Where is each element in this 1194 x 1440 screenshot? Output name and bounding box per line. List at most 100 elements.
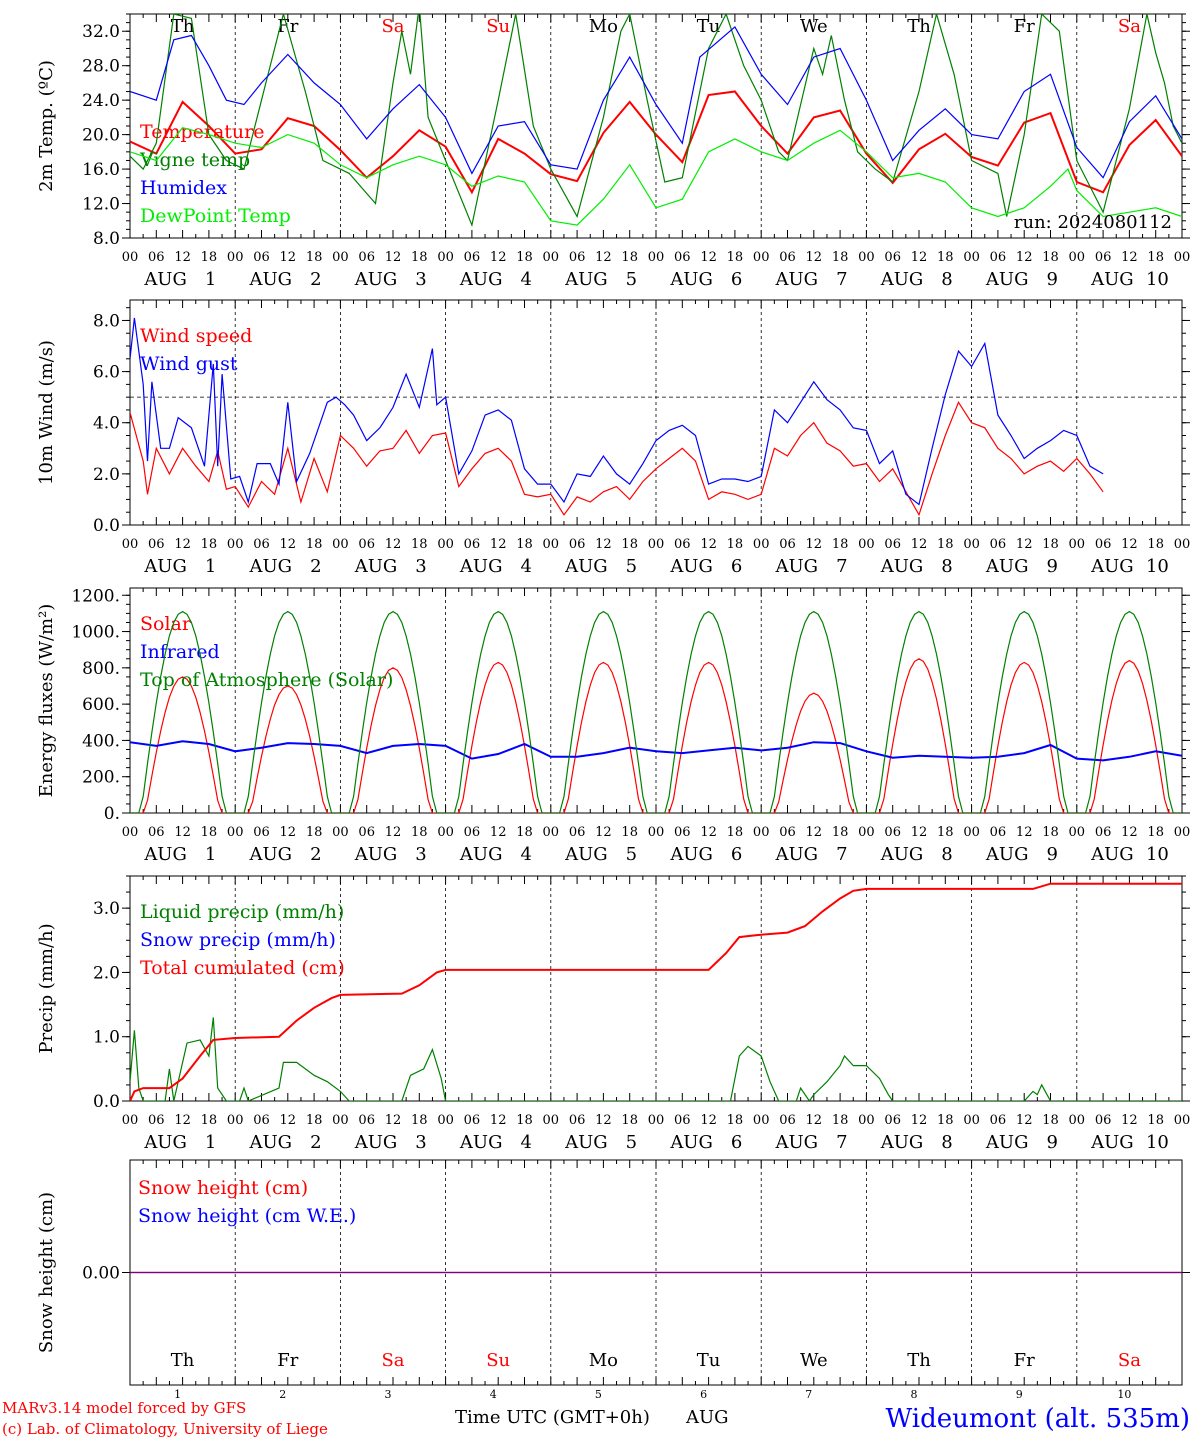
hour-label: 18 [306, 250, 323, 265]
hour-label: 00 [227, 1113, 244, 1128]
hour-label: 18 [1147, 537, 1164, 552]
hour-label: 06 [674, 250, 691, 265]
hour-label: 00 [1069, 1113, 1086, 1128]
day-number-label: 5 [626, 556, 637, 577]
hour-label: 06 [1095, 1113, 1112, 1128]
day-name: Tu [697, 16, 721, 37]
day-month-label: AUG [564, 556, 608, 577]
hour-label: 18 [832, 537, 849, 552]
hour-label: 06 [569, 825, 586, 840]
day-number-bottom: 10 [1117, 1388, 1131, 1401]
day-month-label: AUG [880, 844, 924, 865]
hour-label: 06 [148, 537, 165, 552]
hour-label: 06 [674, 1113, 691, 1128]
day-number-label: 5 [626, 844, 637, 865]
y-tick-label: 16.0 [82, 160, 120, 180]
day-month-label: AUG [985, 269, 1029, 290]
day-number-label: 9 [1046, 844, 1057, 865]
day-number-label: 5 [626, 1132, 637, 1153]
day-name-bottom: Th [171, 1350, 195, 1371]
hour-label: 12 [385, 825, 402, 840]
top-ticks [129, 876, 1183, 884]
y-tick-label: 2.0 [93, 465, 120, 485]
hour-label: 06 [358, 825, 375, 840]
hour-label: 12 [1121, 537, 1138, 552]
hour-label: 12 [385, 537, 402, 552]
hour-label: 18 [1147, 825, 1164, 840]
day-month-label: AUG [143, 844, 187, 865]
hour-label: 12 [1121, 1113, 1138, 1128]
legend-entry: Humidex [140, 177, 227, 199]
hour-label: 18 [411, 825, 428, 840]
y-tick-label: 24.0 [82, 91, 120, 111]
day-month-label: AUG [985, 1132, 1029, 1153]
hour-label: 00 [858, 825, 875, 840]
day-name: Fr [1014, 16, 1035, 37]
day-number-label: 4 [520, 844, 531, 865]
day-name-bottom: Mo [589, 1350, 618, 1371]
hour-label: 12 [595, 825, 612, 840]
bottom-ticks [129, 230, 1183, 238]
day-name-bottom: We [800, 1350, 828, 1371]
bottom-ticks [129, 1093, 1183, 1101]
hour-label: 00 [648, 825, 665, 840]
day-number-label: 7 [836, 269, 847, 290]
legend-entry: DewPoint Temp [140, 205, 291, 227]
day-name-bottom: Fr [277, 1350, 298, 1371]
day-name: Th [171, 16, 195, 37]
day-number-label: 7 [836, 1132, 847, 1153]
day-name: Fr [277, 16, 298, 37]
y-tick-label: 1000. [71, 623, 120, 643]
day-number-label: 3 [415, 1132, 426, 1153]
hour-label: 00 [1069, 537, 1086, 552]
hour-label: 06 [884, 825, 901, 840]
hour-label: 06 [464, 250, 481, 265]
day-number-label: 8 [941, 844, 952, 865]
hour-label: 12 [806, 250, 823, 265]
hour-label: 00 [122, 825, 139, 840]
day-month-label: AUG [1090, 1132, 1134, 1153]
hour-label: 06 [464, 1113, 481, 1128]
y-axis-label: Precip (mm/h) [36, 923, 57, 1053]
day-month-label: AUG [564, 1132, 608, 1153]
day-number-label: 3 [415, 269, 426, 290]
panel-5: 0.00 Snow height (cm) Th 1 Fr 2 Sa 3 Su 4 Mo 5 Tu 6 We… [36, 1159, 1190, 1401]
legend-entry: Snow precip (mm/h) [140, 929, 336, 951]
hour-label: 00 [963, 825, 980, 840]
day-month-label: AUG [775, 556, 819, 577]
hour-label: 06 [1095, 537, 1112, 552]
series-line-solar [130, 658, 1182, 813]
hour-label: 06 [674, 537, 691, 552]
day-number-label: 6 [731, 556, 742, 577]
legend-entry: Solar [140, 613, 192, 635]
hour-label: 12 [490, 537, 507, 552]
station-name: Wideumont (alt. 535m) [886, 1404, 1190, 1434]
y-tick-label: 600. [82, 695, 120, 715]
hour-label: 00 [1174, 825, 1191, 840]
day-number-label: 3 [415, 844, 426, 865]
hour-label: 06 [569, 1113, 586, 1128]
day-number-label: 8 [941, 269, 952, 290]
legend-entry: Liquid precip (mm/h) [140, 901, 344, 923]
day-number-bottom: 1 [174, 1388, 181, 1401]
legend-entry: Vigne temp [139, 149, 250, 171]
hour-label: 18 [727, 250, 744, 265]
hour-label: 00 [963, 250, 980, 265]
hour-label: 18 [516, 1113, 533, 1128]
y-axis-label: 2m Temp. (ºC) [36, 60, 57, 192]
hour-label: 12 [700, 1113, 717, 1128]
day-month-label: AUG [354, 269, 398, 290]
day-number-label: 2 [310, 556, 321, 577]
hour-label: 00 [648, 1113, 665, 1128]
hour-label: 18 [727, 537, 744, 552]
y-tick-label: 0.0 [93, 1092, 120, 1112]
hour-label: 06 [884, 250, 901, 265]
hour-label: 18 [727, 1113, 744, 1128]
y-tick-label: 0.0 [93, 516, 120, 536]
hour-label: 00 [437, 1113, 454, 1128]
hour-label: 00 [332, 1113, 349, 1128]
day-month-label: AUG [775, 844, 819, 865]
y-tick-label: 20.0 [82, 126, 120, 146]
hour-label: 18 [411, 250, 428, 265]
